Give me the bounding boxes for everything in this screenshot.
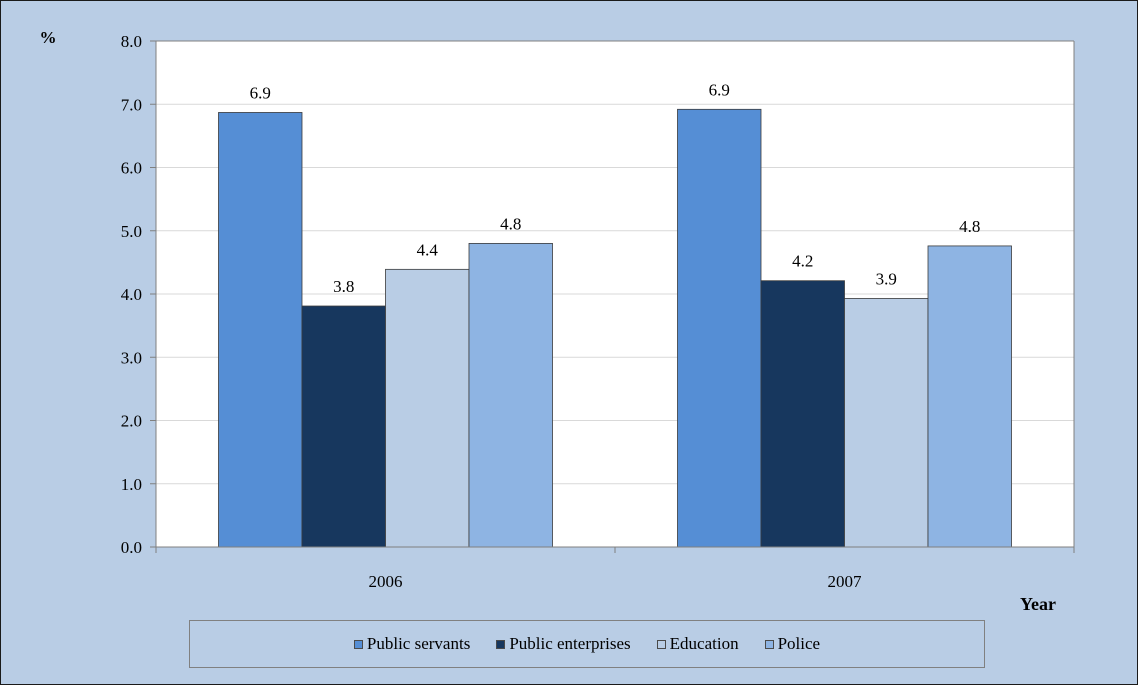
bar	[385, 268, 470, 548]
x-tick-label: 2007	[828, 572, 863, 591]
y-tick-label: 2.0	[121, 412, 142, 431]
legend-item: Public servants	[353, 634, 471, 654]
bar	[677, 108, 762, 548]
bar	[468, 242, 553, 548]
legend-swatch	[353, 639, 363, 649]
y-tick-label: 7.0	[121, 95, 142, 114]
legend-label: Education	[669, 634, 739, 653]
y-tick-label: 1.0	[121, 475, 142, 494]
data-label: 4.8	[959, 217, 980, 236]
x-axis-title: Year	[1020, 594, 1056, 614]
legend: Public servants Public enterprises Educati…	[189, 620, 985, 668]
legend-label: Public enterprises	[509, 634, 631, 653]
y-tick-label: 5.0	[121, 222, 142, 241]
data-label: 6.9	[709, 80, 730, 99]
data-label: 4.2	[792, 252, 813, 271]
bar	[844, 298, 929, 548]
legend-label: Public servants	[366, 634, 471, 653]
data-label: 4.4	[417, 240, 439, 259]
legend-item: Police	[764, 634, 821, 654]
data-label: 4.8	[500, 214, 521, 233]
legend-item: Public enterprises	[496, 634, 631, 654]
bar	[927, 245, 1012, 548]
legend-swatch	[496, 639, 506, 649]
legend-swatch	[764, 639, 774, 649]
legend-item: Education	[656, 634, 739, 654]
legend-swatch	[656, 639, 666, 649]
bar	[760, 280, 845, 548]
data-label: 6.9	[250, 83, 271, 102]
y-tick-label: 3.0	[121, 348, 142, 367]
bar	[301, 305, 386, 548]
y-axis-unit-label: %	[40, 28, 57, 47]
y-tick-label: 4.0	[121, 285, 142, 304]
data-label: 3.8	[333, 277, 354, 296]
y-tick-label: 6.0	[121, 159, 142, 178]
data-label: 3.9	[876, 269, 897, 288]
x-tick-label: 2006	[369, 572, 403, 591]
legend-label: Police	[777, 634, 821, 653]
bar	[218, 112, 303, 548]
y-tick-label: 8.0	[121, 32, 142, 51]
y-tick-label: 0.0	[121, 538, 142, 557]
